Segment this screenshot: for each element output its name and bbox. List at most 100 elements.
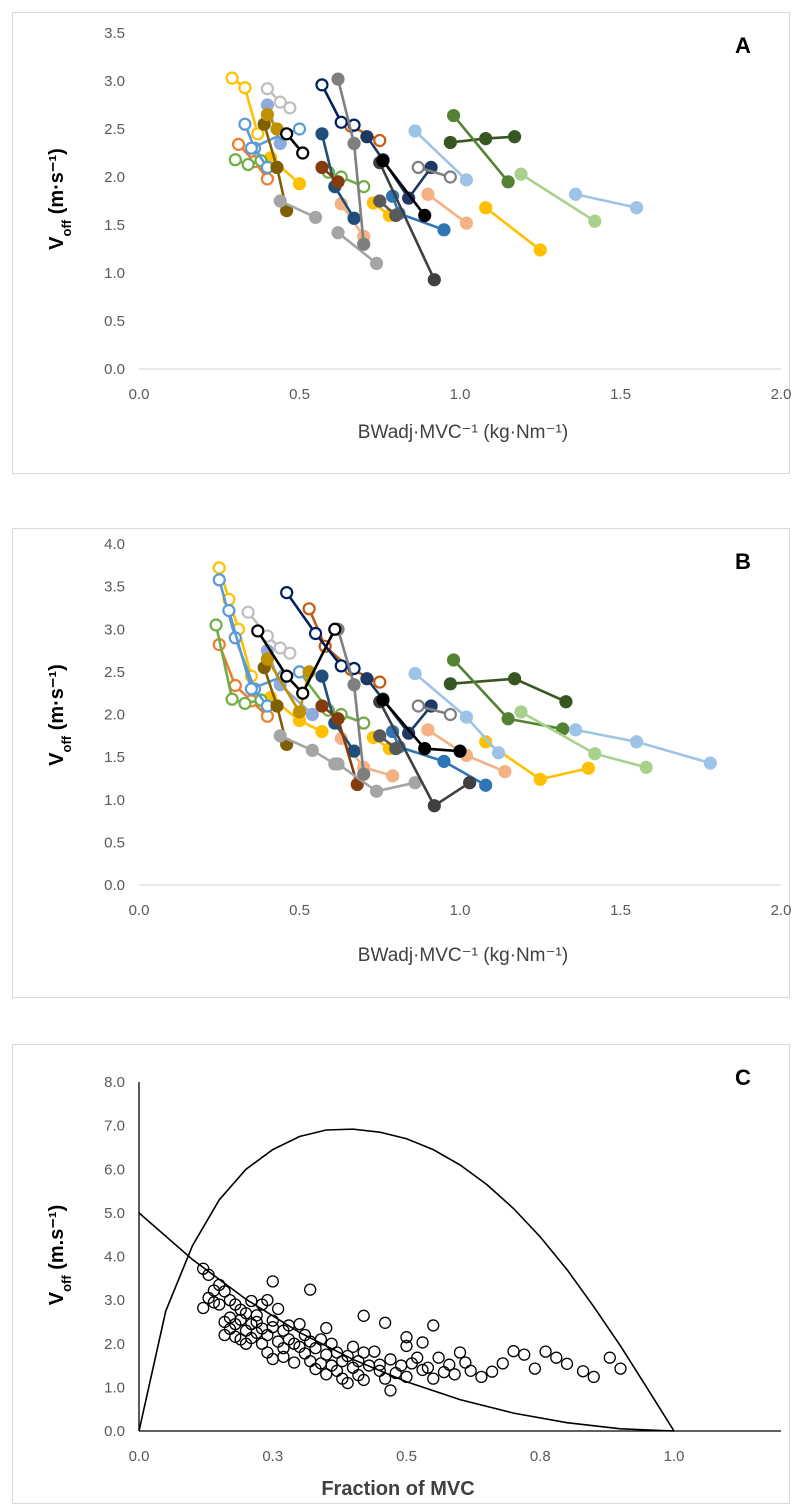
data-point xyxy=(419,210,430,221)
data-point xyxy=(294,124,305,135)
data-point xyxy=(262,83,273,94)
chart-b-svg: 0.00.51.01.52.02.53.03.54.00.0 0.5 1.0 1.5 2… xyxy=(13,529,791,999)
data-point xyxy=(705,758,716,769)
y-tick-label: 0.0 xyxy=(104,361,125,378)
data-point xyxy=(316,128,327,139)
data-point xyxy=(509,131,520,142)
series-line xyxy=(486,208,541,250)
data-point xyxy=(316,700,327,711)
scatter-point xyxy=(604,1352,615,1363)
data-point xyxy=(230,154,241,165)
data-point xyxy=(374,677,385,688)
data-point xyxy=(509,673,520,684)
data-point xyxy=(333,713,344,724)
scatter-point xyxy=(267,1322,278,1333)
data-point xyxy=(307,709,318,720)
data-point xyxy=(374,196,385,207)
y-axis-label-sub: off xyxy=(59,219,74,236)
y-tick-label: 1.5 xyxy=(104,217,125,234)
data-point xyxy=(246,683,257,694)
y-tick-label: 1.0 xyxy=(104,792,125,809)
x-axis-label: Fraction of MVC xyxy=(321,1478,474,1500)
y-tick-label: 7.0 xyxy=(104,1118,125,1135)
y-tick-label: 3.0 xyxy=(104,1292,125,1309)
scatter-point xyxy=(460,1357,471,1368)
scatter-point xyxy=(267,1315,278,1326)
data-point xyxy=(304,603,315,614)
y-tick-label: 3.0 xyxy=(104,73,125,90)
data-point xyxy=(214,562,225,573)
y-tick-label: 0.0 xyxy=(104,1423,125,1440)
data-point xyxy=(275,730,286,741)
data-point xyxy=(275,196,286,207)
y-tick-label: 4.0 xyxy=(104,1249,125,1266)
data-point xyxy=(297,148,308,159)
data-point xyxy=(560,696,571,707)
data-point xyxy=(336,660,347,671)
data-point xyxy=(589,748,600,759)
data-point xyxy=(310,212,321,223)
y-axis-label: Voff (m·s⁻¹) xyxy=(46,664,74,766)
data-point xyxy=(410,125,421,136)
data-point xyxy=(294,706,305,717)
data-point xyxy=(214,574,225,585)
scatter-point xyxy=(321,1323,332,1334)
data-point xyxy=(413,162,424,173)
data-point xyxy=(281,128,292,139)
panel-label: B xyxy=(735,549,751,574)
y-axis-label-main: V xyxy=(46,752,68,766)
data-point xyxy=(390,743,401,754)
data-point xyxy=(281,587,292,598)
data-point xyxy=(631,202,642,213)
data-point xyxy=(461,218,472,229)
x-tick-label: 0.5 xyxy=(289,386,310,403)
data-point xyxy=(336,117,347,128)
data-point xyxy=(349,746,360,757)
x-axis-label: BWadj·MVC⁻¹ (kg·Nm⁻¹) xyxy=(358,945,568,966)
data-point xyxy=(377,155,388,166)
data-point xyxy=(211,619,222,630)
y-axis-label: Voff (m.s⁻¹) xyxy=(46,1205,74,1306)
scatter-point xyxy=(305,1284,316,1295)
scatter-point xyxy=(289,1357,300,1368)
y-tick-label: 4.0 xyxy=(104,536,125,553)
series-line xyxy=(450,679,566,702)
y-tick-label: 5.0 xyxy=(104,1205,125,1222)
x-tick-label: 1.5 xyxy=(610,386,631,403)
y-axis-label-unit: (m·s⁻¹) xyxy=(46,148,68,220)
data-point xyxy=(316,726,327,737)
series-line xyxy=(576,194,637,207)
data-point xyxy=(429,274,440,285)
x-tick-label: 2.0 xyxy=(771,386,792,403)
x-tick-label: 0.8 xyxy=(530,1448,551,1465)
scatter-point xyxy=(428,1373,439,1384)
x-tick-label: 1.5 xyxy=(610,902,631,919)
data-point xyxy=(262,654,273,665)
scatter-point xyxy=(428,1320,439,1331)
data-point xyxy=(223,605,234,616)
data-point xyxy=(371,258,382,269)
scatter-point xyxy=(380,1317,391,1328)
x-tick-label: 2.0 xyxy=(771,902,792,919)
data-point xyxy=(390,210,401,221)
data-point xyxy=(297,688,308,699)
data-point xyxy=(480,202,491,213)
scatter-point xyxy=(588,1371,599,1382)
chart-panel-a: 0.0 0.5 1.0 1.5 2.0 2.5 3.0 3.5 0.0 0.5 1.0 1.5 2.0 B… xyxy=(12,12,790,474)
y-tick-label: 2.5 xyxy=(104,121,125,138)
scatter-point xyxy=(198,1302,209,1313)
data-point xyxy=(227,694,238,705)
data-point xyxy=(503,176,514,187)
data-point xyxy=(281,671,292,682)
scatter-point xyxy=(267,1276,278,1287)
data-point xyxy=(480,780,491,791)
data-point xyxy=(243,159,254,170)
data-point xyxy=(239,119,250,130)
scatter-point xyxy=(615,1363,626,1374)
scatter-point xyxy=(305,1356,316,1367)
data-point xyxy=(570,189,581,200)
data-point xyxy=(461,712,472,723)
series-line xyxy=(415,131,466,180)
series-line xyxy=(454,116,509,182)
scatter-point xyxy=(321,1349,332,1360)
